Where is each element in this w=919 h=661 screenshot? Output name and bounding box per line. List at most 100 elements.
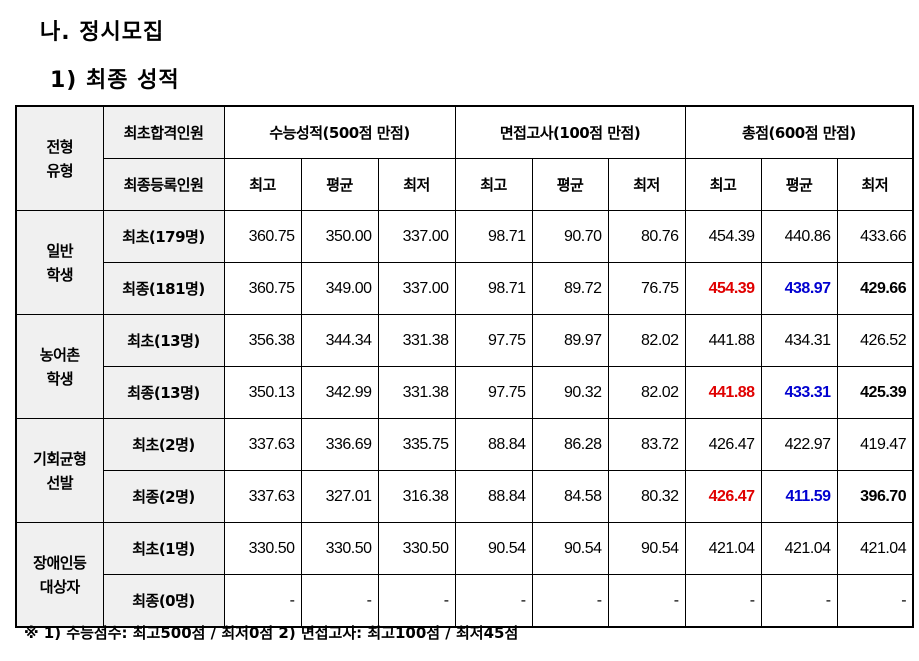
score-cell: 76.75 [607,262,686,315]
score-cell: 88.84 [454,470,533,523]
count-label: 최종(181명) [102,262,225,315]
type-header: 전형 유형 [15,105,104,211]
score-cell: 97.75 [454,314,533,367]
score-cell: 330.50 [223,522,302,575]
score-cell: 421.04 [684,522,762,575]
sub-header-6: 최고 [684,158,762,211]
type-cell-line: 학생 [46,265,74,284]
score-cell: 337.00 [377,262,456,315]
interview-header: 면접고사(100점 만점) [454,105,686,159]
score-cell: 421.04 [760,522,838,575]
count-label: 최종(13명) [102,366,225,419]
score-cell: 98.71 [454,262,533,315]
score-cell: 337.63 [223,470,302,523]
csat-header: 수능성적(500점 만점) [223,105,456,159]
table-row: 최종(2명) 337.63 327.01 316.38 88.84 84.58 80.32 4… [16,470,914,523]
type-header-line2: 유형 [46,161,74,180]
score-cell: 433.66 [836,210,914,263]
score-cell: 90.54 [531,522,609,575]
score-cell: 89.72 [531,262,609,315]
count-label: 최초(179명) [102,210,225,263]
total-header: 총점(600점 만점) [684,105,914,159]
footnote: ※ 1) 수능점수: 최고500점 / 최저0점 2) 면접고사: 최고100점… [24,624,519,642]
score-cell: 356.38 [223,314,302,367]
sub-header-0: 최고 [223,158,302,211]
score-cell: 331.38 [377,366,456,419]
score-cell: 344.34 [300,314,379,367]
type-cell-line: 학생 [46,369,74,388]
score-cell: 82.02 [607,314,686,367]
count-label: 최초(2명) [102,418,225,471]
score-cell: 337.63 [223,418,302,471]
score-cell: 429.66 [836,262,914,315]
score-cell: 330.50 [300,522,379,575]
table-row: 일반 학생 최초(179명) 360.75 350.00 337.00 98.71 90.70… [15,210,914,315]
sub-header-4: 평균 [531,158,609,211]
table-row: 최종(0명) - - - - - - - - - [16,574,914,628]
sub-header-1: 평균 [300,158,379,211]
final-count-header: 최종등록인원 [102,158,225,211]
score-cell: 350.00 [300,210,379,263]
score-cell: 425.39 [836,366,914,419]
score-cell: 84.58 [531,470,609,523]
score-cell: 441.88 [684,314,762,367]
table-row: 장애인등 대상자 최초(1명) 330.50 330.50 330.50 90.54 90.5… [15,522,914,628]
initial-count-header: 최초합격인원 [102,105,225,159]
score-cell: - [836,574,914,628]
type-cell: 농어촌 학생 [15,314,104,419]
table-row: 최종(13명) 350.13 342.99 331.38 97.75 90.32 82.02… [16,366,914,419]
type-cell-line: 장애인등 [33,553,87,572]
score-cell: 80.76 [607,210,686,263]
sub-header-3: 최고 [454,158,533,211]
header-row-1: 전형 유형 최초합격인원 수능성적(500점 만점) 면접고사(100점 만점)… [15,105,914,211]
score-cell: 89.97 [531,314,609,367]
sub-header-2: 최저 [377,158,456,211]
type-cell: 기회균형 선발 [15,418,104,523]
count-label: 최초(1명) [102,522,225,575]
score-cell: 349.00 [300,262,379,315]
score-cell: 83.72 [607,418,686,471]
score-cell: 342.99 [300,366,379,419]
score-cell: 360.75 [223,262,302,315]
score-table: 전형 유형 최초합격인원 수능성적(500점 만점) 면접고사(100점 만점)… [15,105,915,628]
count-label: 최종(0명) [102,574,225,628]
score-cell: 350.13 [223,366,302,419]
type-header-line1: 전형 [46,137,74,156]
score-cell: - [377,574,456,628]
score-cell: 426.52 [836,314,914,367]
score-cell: - [607,574,686,628]
header-row-2: 최종등록인원 최고 평균 최저 최고 평균 최저 최고 평균 최저 [16,158,914,211]
table-row: 농어촌 학생 최초(13명) 356.38 344.34 331.38 97.75 89.97… [15,314,914,419]
score-cell: 336.69 [300,418,379,471]
score-cell: 88.84 [454,418,533,471]
type-cell-line: 대상자 [39,577,80,596]
score-cell: 426.47 [684,418,762,471]
score-cell: 440.86 [760,210,838,263]
score-cell: 316.38 [377,470,456,523]
subsection-heading: 1) 최종 성적 [50,68,180,93]
table-row: 기회균형 선발 최초(2명) 337.63 336.69 335.75 88.84 86.28… [15,418,914,523]
score-cell: - [760,574,838,628]
score-cell: - [684,574,762,628]
score-table-body: 전형 유형 최초합격인원 수능성적(500점 만점) 면접고사(100점 만점)… [15,105,914,628]
score-cell: 454.39 [684,210,762,263]
score-cell: 441.88 [684,366,762,419]
count-label: 최초(13명) [102,314,225,367]
type-cell-line: 기회균형 [33,449,87,468]
score-cell: - [531,574,609,628]
score-cell: 426.47 [684,470,762,523]
score-cell: 80.32 [607,470,686,523]
score-cell: 90.32 [531,366,609,419]
score-cell: 360.75 [223,210,302,263]
score-cell: 419.47 [836,418,914,471]
score-cell: 434.31 [760,314,838,367]
score-cell: 86.28 [531,418,609,471]
section-heading: 나. 정시모집 [40,20,165,45]
type-cell-line: 일반 [46,241,74,260]
count-label: 최종(2명) [102,470,225,523]
score-cell: 331.38 [377,314,456,367]
score-cell: 90.54 [607,522,686,575]
score-cell: - [223,574,302,628]
